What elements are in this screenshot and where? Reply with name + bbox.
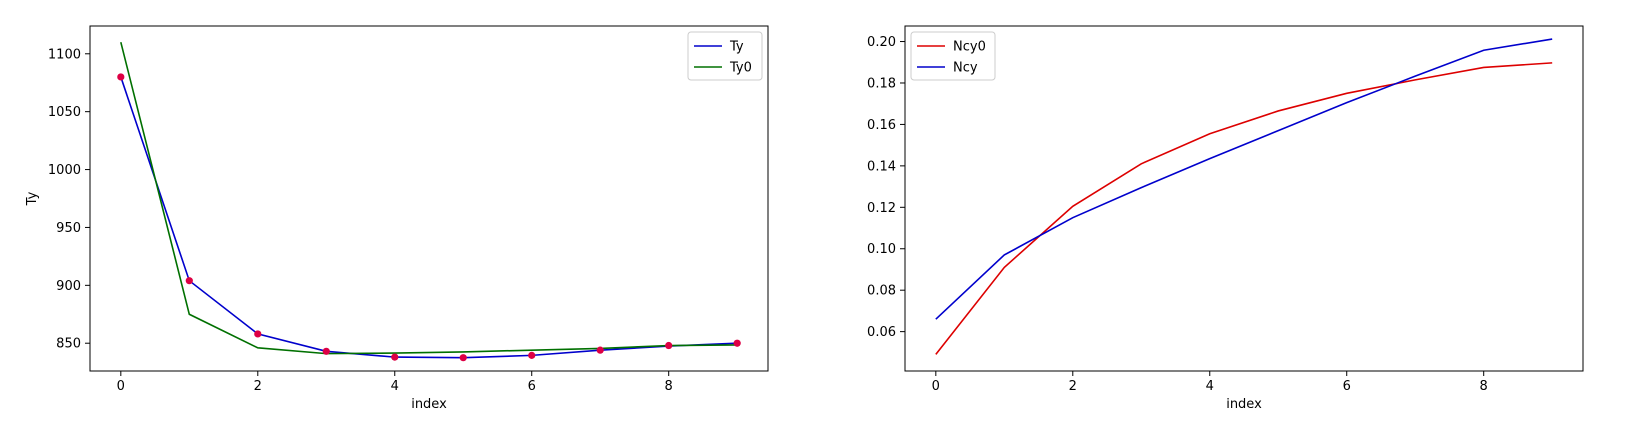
- x-axis-label: index: [1226, 397, 1262, 412]
- scatter-point: [459, 354, 467, 362]
- plot-frame: [904, 25, 1584, 372]
- x-tick-label: 2: [254, 379, 262, 394]
- x-tick-label: 6: [528, 379, 536, 394]
- chart-ncy: 0 2 4 6 8 0.06 0.08 0.10 0.12 0.14 0.16 0.18 0.20 ind…: [867, 25, 1584, 412]
- legend-entry-ncy: Ncy: [953, 61, 978, 76]
- y-tick-label: 0.10: [867, 242, 896, 257]
- y-tick-label: 1050: [48, 105, 81, 120]
- legend-entry-ncy0: Ncy0: [953, 40, 986, 55]
- legend-entry-ty: Ty: [729, 40, 744, 55]
- series-line-ty: [120, 76, 738, 359]
- x-tick-label: 8: [1480, 379, 1488, 394]
- y-tick-label: 0.14: [867, 159, 896, 174]
- y-tick-label: 1100: [48, 47, 81, 62]
- x-tick-label: 0: [932, 379, 940, 394]
- y-tick-label: 900: [56, 279, 81, 294]
- y-axis-label: Ty: [25, 191, 40, 206]
- scatter-point: [117, 73, 125, 81]
- scatter-point: [733, 339, 741, 347]
- y-tick-label: 0.08: [867, 284, 896, 299]
- y-tick-label: 850: [56, 337, 81, 352]
- legend: Ncy0 Ncy: [910, 31, 996, 81]
- legend: Ty Ty0: [687, 31, 763, 81]
- x-tick-label: 0: [117, 379, 125, 394]
- legend-entry-ty0: Ty0: [729, 61, 752, 76]
- x-tick-label: 8: [665, 379, 673, 394]
- y-tick-label: 0.16: [867, 118, 896, 133]
- scatter-point: [185, 277, 193, 285]
- y-tick-label: 0.12: [867, 201, 896, 216]
- y-tick-label: 0.18: [867, 76, 896, 91]
- scatter-point: [528, 351, 536, 359]
- legend-box: [687, 31, 763, 81]
- y-tick-label: 0.20: [867, 35, 896, 50]
- scatter-point: [665, 341, 673, 350]
- x-tick-label: 4: [391, 379, 399, 394]
- y-tick-label: 1000: [48, 163, 81, 178]
- scatter-point: [596, 346, 604, 354]
- series-line-ty0: [120, 42, 738, 355]
- legend-box: [910, 31, 996, 81]
- y-tick-label: 950: [56, 221, 81, 236]
- x-axis-label: index: [411, 397, 447, 412]
- scatter-point: [391, 353, 399, 361]
- series-line-ncy: [935, 38, 1553, 320]
- x-tick-label: 4: [1206, 379, 1214, 394]
- scatter-point: [322, 347, 330, 355]
- x-tick-label: 6: [1343, 379, 1351, 394]
- chart-ty: 0 2 4 6 8 850 900 950 1000 1050 1100 index Ty Ty Ty0: [25, 25, 769, 412]
- plot-frame: [89, 25, 769, 372]
- y-tick-label: 0.06: [867, 325, 896, 340]
- scatter-point: [254, 330, 262, 338]
- x-tick-label: 2: [1069, 379, 1077, 394]
